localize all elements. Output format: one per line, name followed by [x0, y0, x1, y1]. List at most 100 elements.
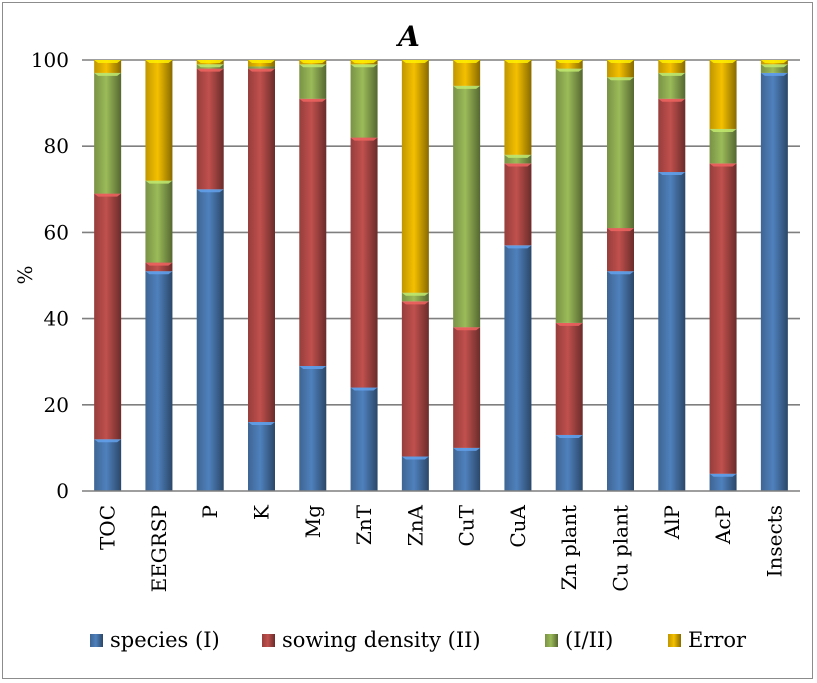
- x-tick-label: TOC: [96, 505, 120, 550]
- bar-bevel: [299, 60, 327, 63]
- legend: species (I) sowing density (II) (I/II) Erro…: [90, 628, 747, 652]
- bar-segment: [760, 64, 788, 73]
- bar-bevel: [555, 322, 583, 326]
- legend-swatch: [90, 634, 103, 647]
- bar-segment: [504, 163, 532, 246]
- legend-label: (I/II): [565, 628, 613, 652]
- x-tick-label: Insects: [762, 505, 786, 577]
- bar-bevel: [658, 72, 686, 76]
- bar-segment: [299, 64, 327, 99]
- bar-segment: [453, 447, 481, 491]
- legend-swatch: [545, 634, 558, 647]
- legend-label: species (I): [110, 628, 220, 652]
- bar-segment: [607, 77, 634, 229]
- y-tick-label: 20: [44, 393, 69, 417]
- bar-bevel: [196, 68, 224, 72]
- bar-segment: [607, 228, 634, 272]
- bars: [94, 60, 788, 492]
- x-tick-label: ZnA: [403, 504, 427, 546]
- bar-bevel: [709, 128, 737, 132]
- bar-bevel: [607, 228, 634, 232]
- axes: 0 20 40 60 80 100 TOC EEGRSP P K Mg ZnT ZnA CuT CuA Zn …: [31, 48, 800, 592]
- bar-bevel: [709, 60, 737, 63]
- bar-bevel: [760, 64, 788, 68]
- bar-bevel: [350, 387, 378, 391]
- bar-segment: [401, 292, 429, 302]
- bar-segment: [607, 60, 634, 78]
- bar-bevel: [196, 60, 224, 63]
- bar-bevel: [401, 292, 429, 296]
- bar-segment: [555, 434, 583, 491]
- y-tick-label: 100: [31, 48, 69, 72]
- legend-swatch: [262, 634, 275, 647]
- bar-bevel: [196, 189, 224, 193]
- bar-segment: [94, 60, 122, 73]
- legend-item: (I/II): [545, 628, 613, 652]
- x-tick-label: Cu plant: [609, 505, 633, 592]
- bar-segment: [658, 72, 686, 99]
- legend-label: sowing density (II): [282, 628, 481, 652]
- bar-segment: [658, 60, 686, 73]
- x-tick-label: K: [250, 504, 274, 520]
- bar-bevel: [401, 456, 429, 460]
- legend-label: Error: [688, 628, 747, 652]
- bar-bevel: [145, 60, 173, 63]
- bar-bevel: [299, 98, 327, 102]
- bar-bevel: [709, 163, 737, 167]
- bar-segment: [145, 271, 173, 491]
- bar-segment: [145, 262, 173, 272]
- bar-bevel: [504, 245, 532, 249]
- y-tick-label: 80: [44, 134, 69, 158]
- legend-item: species (I): [90, 628, 220, 652]
- bar-segment: [248, 68, 275, 423]
- bar-segment: [401, 60, 429, 293]
- bar-bevel: [94, 60, 122, 63]
- x-tick-label: ZnT: [352, 504, 376, 545]
- x-tick-label: Mg: [301, 505, 325, 538]
- bar-segment: [504, 154, 532, 164]
- bar-segment: [658, 172, 686, 491]
- bar-bevel: [453, 447, 481, 451]
- bar-bevel: [607, 271, 634, 275]
- bar-segment: [196, 189, 224, 492]
- bar-segment: [760, 72, 788, 492]
- bar-bevel: [658, 98, 686, 102]
- bar-segment: [248, 66, 275, 69]
- bar-bevel: [350, 60, 378, 63]
- bar-bevel: [760, 60, 788, 63]
- bar-bevel: [504, 60, 532, 63]
- bar-bevel: [555, 68, 583, 72]
- bar-bevel: [401, 301, 429, 305]
- bar-bevel: [299, 366, 327, 370]
- bar-segment: [350, 387, 378, 491]
- x-tick-label: Zn plant: [557, 505, 581, 590]
- bar-segment: [299, 98, 327, 367]
- bar-segment: [658, 98, 686, 173]
- bar-bevel: [94, 193, 122, 197]
- chart-title: A: [395, 20, 420, 53]
- bar-segment: [709, 60, 737, 129]
- bar-segment: [248, 60, 275, 67]
- bar-segment: [607, 271, 634, 491]
- bar-bevel: [504, 154, 532, 158]
- y-tick-label: 60: [44, 220, 69, 244]
- bar-bevel: [248, 68, 275, 72]
- bar-bevel: [658, 60, 686, 63]
- bar-bevel: [760, 72, 788, 76]
- bar-bevel: [248, 60, 275, 63]
- bar-segment: [94, 72, 122, 194]
- bar-segment: [504, 245, 532, 491]
- bar-bevel: [607, 60, 634, 63]
- legend-item: sowing density (II): [262, 628, 481, 652]
- bar-segment: [94, 439, 122, 491]
- bar-segment: [453, 85, 481, 328]
- bar-bevel: [145, 262, 173, 266]
- legend-item: Error: [668, 628, 747, 652]
- y-tick-label: 40: [44, 307, 69, 331]
- bar-segment: [401, 301, 429, 457]
- bar-segment: [709, 128, 737, 164]
- bar-segment: [555, 322, 583, 435]
- bar-bevel: [94, 72, 122, 76]
- bar-segment: [248, 422, 275, 491]
- bar-segment: [555, 60, 583, 69]
